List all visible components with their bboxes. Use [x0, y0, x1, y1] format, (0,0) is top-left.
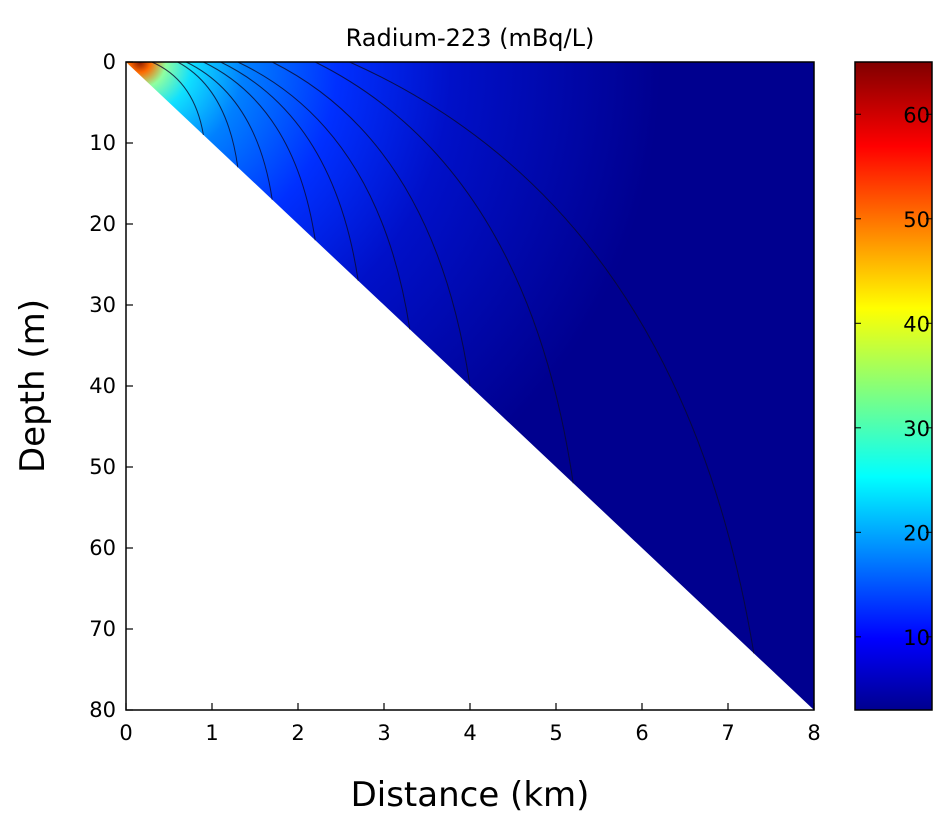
- contour-line-1: [151, 61, 204, 135]
- colorbar-ticks: 10 20 30 40 50 60: [855, 103, 932, 650]
- contour-line-7: [271, 61, 471, 387]
- x-axis-label: Distance (km): [351, 775, 590, 815]
- y-tick-label: 80: [89, 698, 116, 722]
- y-axis: 0 10 20 30 40 50 60 70 80: [89, 50, 133, 722]
- x-tick-label: 1: [205, 721, 218, 745]
- x-tick-label: 4: [463, 721, 476, 745]
- colorbar-tick-label: 60: [903, 103, 930, 127]
- contour-line-3: [185, 61, 273, 200]
- contour-lines: [151, 61, 755, 654]
- x-tick-label: 7: [721, 721, 734, 745]
- y-tick-label: 20: [89, 212, 116, 236]
- x-tick-label: 8: [807, 721, 820, 745]
- x-tick-label: 3: [377, 721, 390, 745]
- contour-line-5: [220, 61, 359, 281]
- colorbar-tick-label: 20: [903, 521, 930, 545]
- y-axis-label: Depth (m): [13, 299, 53, 473]
- y-tick-label: 60: [89, 536, 116, 560]
- contour-line-8: [314, 61, 574, 484]
- y-tick-label: 30: [89, 293, 116, 317]
- colorbar-tick-label: 30: [903, 417, 930, 441]
- colorbar-tick-label: 50: [903, 208, 930, 232]
- y-tick-label: 40: [89, 374, 116, 398]
- y-tick-label: 70: [89, 617, 116, 641]
- plot-area: [125, 61, 815, 711]
- chart-title: Radium-223 (mBq/L): [346, 24, 595, 52]
- colorbar: 10 20 30 40 50 60: [854, 61, 933, 711]
- y-tick-label: 50: [89, 455, 116, 479]
- contour-line-2: [177, 61, 239, 168]
- colorbar-gradient: [854, 61, 933, 711]
- x-tick-label: 5: [549, 721, 562, 745]
- x-axis: 0 1 2 3 4 5 6 7 8: [119, 703, 821, 745]
- colorbar-tick-label: 40: [903, 312, 930, 336]
- contour-line-9: [349, 61, 755, 654]
- x-tick-label: 0: [119, 721, 132, 745]
- y-tick-label: 10: [89, 131, 116, 155]
- contour-line-4: [203, 61, 316, 241]
- colorbar-tick-label: 10: [903, 626, 930, 650]
- x-tick-label: 2: [291, 721, 304, 745]
- contour-line-6: [237, 61, 411, 330]
- y-tick-label: 0: [103, 50, 116, 74]
- x-tick-label: 6: [635, 721, 648, 745]
